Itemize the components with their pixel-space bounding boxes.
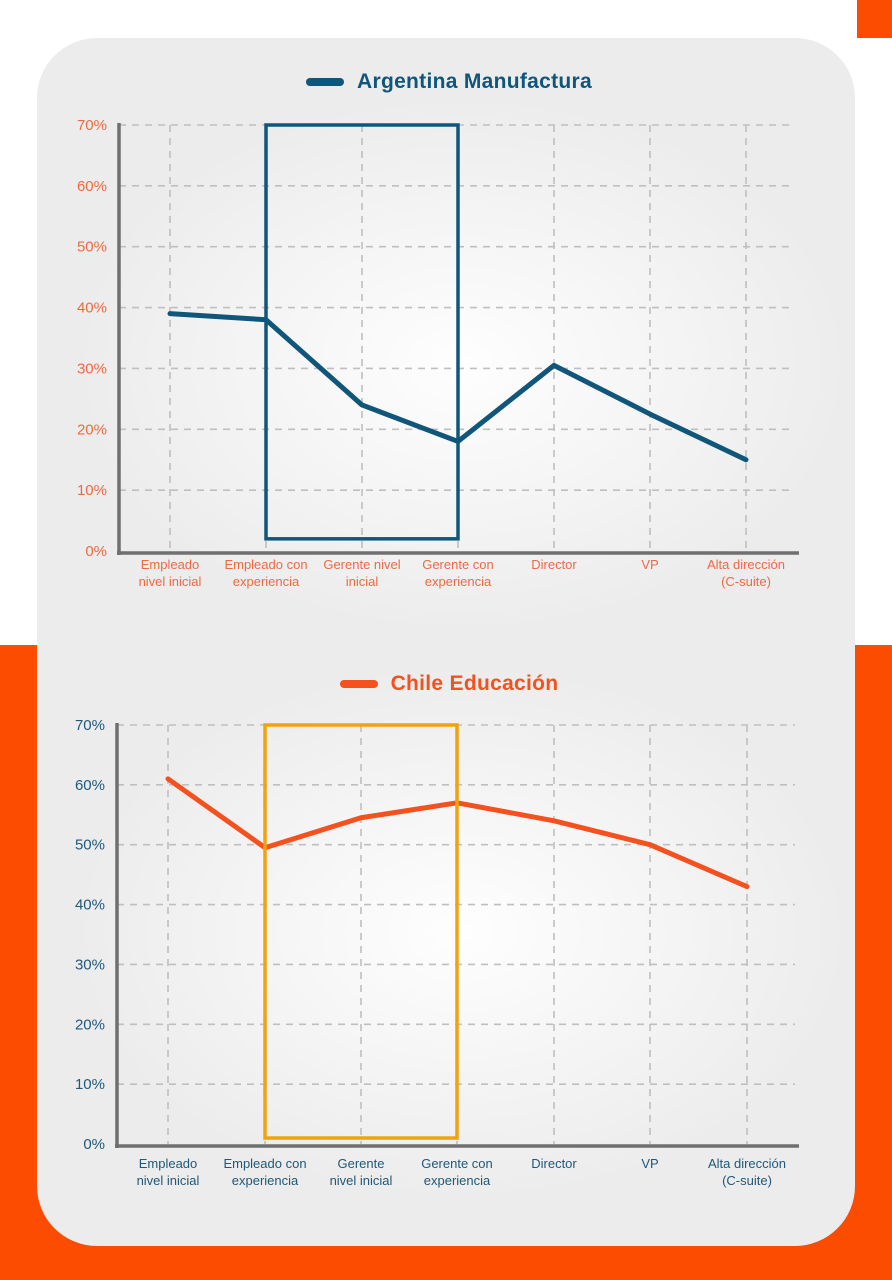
y-axis-tick-label: 30%: [77, 360, 107, 377]
y-axis-tick-label: 10%: [77, 482, 107, 499]
x-axis-category-label: Director: [531, 557, 577, 572]
y-axis-tick-label: 0%: [85, 543, 107, 560]
y-axis-tick-label: 0%: [83, 1136, 105, 1153]
y-axis-tick-label: 60%: [75, 777, 105, 794]
x-axis-category-label: experiencia: [425, 574, 492, 589]
x-axis-category-label: Gerente con: [422, 557, 494, 572]
chart-title-text: Argentina Manufactura: [357, 70, 592, 93]
chart-card: Argentina Manufactura 0% 10% 20% 30% 40% 50% 6…: [37, 38, 855, 1246]
highlight-box: [264, 123, 460, 541]
chart-title-chile: Chile Educación: [54, 670, 844, 698]
y-axis-tick-label: 10%: [75, 1076, 105, 1093]
x-axis-category-label: nivel inicial: [139, 574, 202, 589]
y-axis-tick-label: 20%: [77, 421, 107, 438]
x-axis-category-label: VP: [641, 557, 658, 572]
x-axis-category-label: VP: [641, 1156, 658, 1171]
y-axis-tick-label: 70%: [77, 117, 107, 134]
line-chart-chile-educacion: 0% 10% 20% 30% 40% 50% 60% 70% Empleado nivel ini…: [75, 717, 799, 1188]
x-axis-category-label: Gerente: [338, 1156, 385, 1171]
legend-line-swatch: [306, 78, 344, 86]
x-axis-category-label: experiencia: [232, 1173, 299, 1188]
orange-corner-accent: [857, 0, 892, 38]
x-axis-category-label: experiencia: [233, 574, 300, 589]
x-axis-category-label: Empleado con: [223, 1156, 306, 1171]
chart-title-argentina: Argentina Manufactura: [54, 68, 844, 96]
x-axis-category-label: (C-suite): [721, 574, 771, 589]
x-axis-category-label: Gerente con: [421, 1156, 493, 1171]
y-axis-tick-label: 50%: [77, 239, 107, 256]
x-axis-category-label: Gerente nivel: [323, 557, 400, 572]
line-chart-argentina-manufactura: 0% 10% 20% 30% 40% 50% 60% 70% Empleado nivel ini…: [77, 117, 799, 589]
y-axis-tick-label: 70%: [75, 717, 105, 734]
y-axis-tick-label: 20%: [75, 1016, 105, 1033]
chart-title-text: Chile Educación: [390, 672, 559, 695]
highlight-box: [263, 723, 459, 1140]
y-axis-tick-label: 60%: [77, 178, 107, 195]
legend-line-swatch: [339, 680, 378, 688]
x-axis-category-label: nivel inicial: [330, 1173, 393, 1188]
x-axis-category-label: experiencia: [424, 1173, 491, 1188]
x-axis-category-label: Alta dirección: [707, 557, 785, 572]
x-axis-category-label: Empleado: [139, 1156, 198, 1171]
x-axis-category-label: (C-suite): [722, 1173, 772, 1188]
x-axis-category-label: Empleado con: [224, 557, 307, 572]
y-axis-tick-label: 40%: [75, 897, 105, 914]
x-axis-category-label: inicial: [346, 574, 379, 589]
y-axis-tick-label: 50%: [75, 837, 105, 854]
y-axis-tick-label: 40%: [77, 300, 107, 317]
x-axis-category-label: Director: [531, 1156, 577, 1171]
x-axis-category-label: Empleado: [141, 557, 200, 572]
y-axis-tick-label: 30%: [75, 956, 105, 973]
x-axis-category-label: nivel inicial: [137, 1173, 200, 1188]
x-axis-category-label: Alta dirección: [708, 1156, 786, 1171]
